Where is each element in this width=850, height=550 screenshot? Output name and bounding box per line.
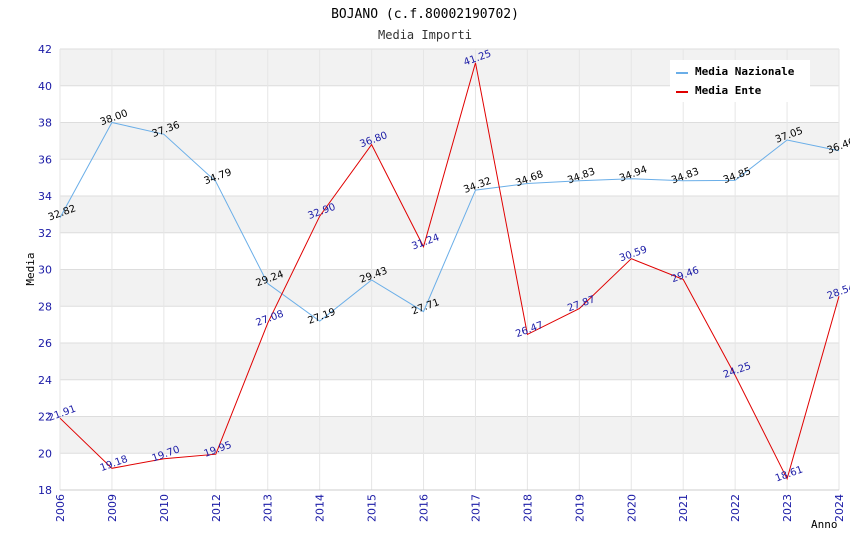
data-label-nazionale: 34.83 xyxy=(670,166,701,186)
data-label-ente: 26.47 xyxy=(514,320,545,340)
y-tick-label: 38 xyxy=(38,117,52,130)
x-tick-label: 2013 xyxy=(262,494,275,522)
data-label-nazionale: 34.68 xyxy=(514,169,545,189)
chart-subtitle: Media Importi xyxy=(378,28,472,42)
grid-band xyxy=(60,196,839,233)
y-tick-label: 34 xyxy=(38,190,52,203)
data-label-nazionale: 34.32 xyxy=(462,176,493,196)
x-tick-label: 2022 xyxy=(729,494,742,522)
data-label-nazionale: 34.79 xyxy=(203,167,234,187)
data-label-nazionale: 34.83 xyxy=(566,166,597,186)
data-label-ente: 18.61 xyxy=(774,464,805,484)
y-tick-label: 18 xyxy=(38,484,52,497)
y-tick-label: 20 xyxy=(38,447,52,460)
y-axis-label: Media xyxy=(24,252,37,285)
x-tick-label: 2018 xyxy=(521,494,534,522)
y-tick-label: 28 xyxy=(38,300,52,313)
x-tick-label: 2010 xyxy=(158,494,171,522)
data-label-ente: 31.24 xyxy=(410,232,441,252)
y-tick-label: 32 xyxy=(38,227,52,240)
grid-band xyxy=(60,269,839,307)
data-label-ente: 27.08 xyxy=(255,309,286,329)
series-line-nazionale xyxy=(59,121,840,322)
y-tick-label: 40 xyxy=(38,80,52,93)
legend-box xyxy=(670,60,810,102)
data-label-nazionale: 34.94 xyxy=(618,164,649,184)
chart-title: BOJANO (c.f.80002190702) xyxy=(331,7,519,22)
x-gridlines xyxy=(59,49,840,491)
x-tick-label: 2017 xyxy=(469,494,482,522)
x-tick-label: 2020 xyxy=(625,494,638,522)
x-tick-label: 2021 xyxy=(677,494,690,522)
series-line-ente xyxy=(59,62,840,481)
x-tick-label: 2019 xyxy=(573,494,586,522)
data-label-ente: 30.59 xyxy=(618,244,649,264)
x-tick-label: 2024 xyxy=(833,494,846,522)
x-tick-labels: 2006 2009 2010 2012 2013 2014 2015 2016 2017 2018… xyxy=(54,494,846,522)
x-tick-label: 2023 xyxy=(781,494,794,522)
y-tick-label: 42 xyxy=(38,43,52,56)
legend-label-ente: Media Ente xyxy=(695,84,762,97)
y-tick-label: 26 xyxy=(38,337,52,350)
x-tick-label: 2012 xyxy=(210,494,223,522)
x-tick-label: 2006 xyxy=(54,494,67,522)
grid-band xyxy=(60,416,839,454)
data-label-ente: 19.18 xyxy=(99,454,130,474)
data-label-nazionale: 34.85 xyxy=(722,166,753,186)
data-label-nazionale: 27.19 xyxy=(306,307,337,327)
x-axis-label: Anno xyxy=(811,518,838,531)
y-tick-labels: 18 20 22 24 26 28 30 32 34 36 38 40 42 xyxy=(38,43,52,497)
x-tick-label: 2015 xyxy=(366,494,379,522)
y-tick-label: 30 xyxy=(38,264,52,277)
x-tick-label: 2014 xyxy=(314,494,327,522)
y-tick-label: 36 xyxy=(38,153,52,166)
series-lines xyxy=(59,62,840,481)
x-tick-label: 2016 xyxy=(418,494,431,522)
x-tick-label: 2009 xyxy=(106,494,119,522)
grid-band xyxy=(60,343,839,380)
legend: Media Nazionale Media Ente xyxy=(670,60,810,102)
legend-label-nazionale: Media Nazionale xyxy=(695,65,795,78)
y-tick-label: 24 xyxy=(38,374,52,387)
y-tick-label: 22 xyxy=(38,411,52,424)
